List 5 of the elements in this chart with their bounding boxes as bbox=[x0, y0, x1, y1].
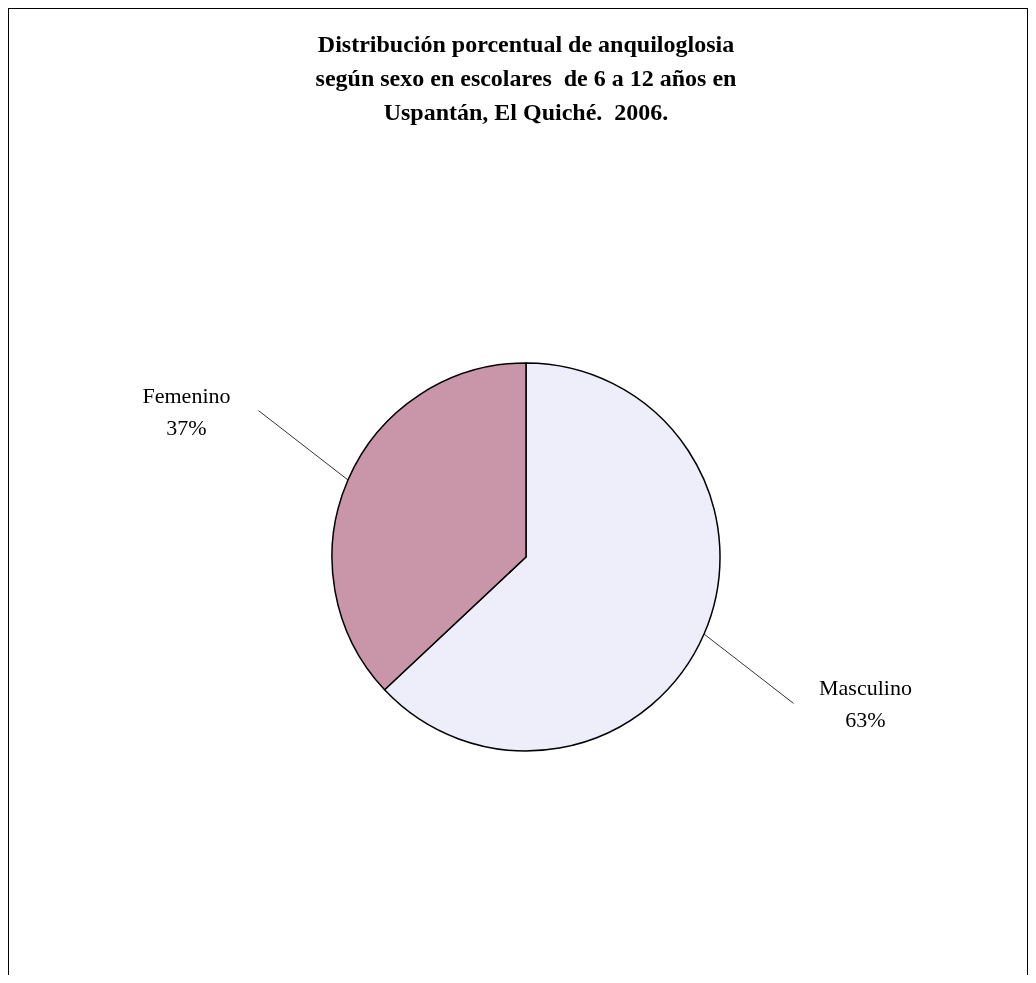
data-label: 37% bbox=[166, 414, 207, 440]
slice-label: Masculino bbox=[819, 675, 912, 701]
data-label: 63% bbox=[845, 707, 886, 733]
chart-title: Distribución porcentual de anquiloglosia según sexo en escolares de 6 a 12 años en Uspantán, El Quiché. 2006. bbox=[315, 31, 737, 125]
slice-label: Femenino bbox=[142, 382, 231, 408]
